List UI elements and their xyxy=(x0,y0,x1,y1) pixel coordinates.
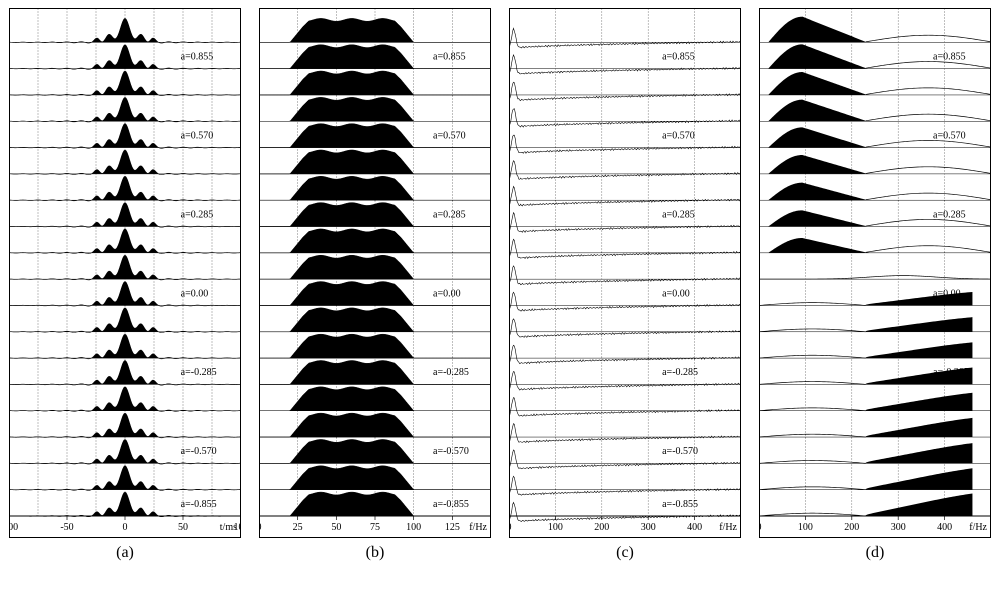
alpha-label: a=-0.285 xyxy=(933,367,969,378)
x-axis: 0 100 200 300 400 f/Hz xyxy=(759,516,991,533)
x-tick-label: 0 xyxy=(259,522,262,533)
x-axis-unit: f/Hz xyxy=(969,522,987,533)
x-tick-label: 400 xyxy=(937,522,952,533)
alpha-label: a=-0.855 xyxy=(433,499,469,510)
alpha-label: a=0.570 xyxy=(433,130,466,141)
x-tick-label: 0 xyxy=(123,522,128,533)
x-axis-unit: t/ms xyxy=(220,522,237,533)
alpha-label: a=0.285 xyxy=(433,209,466,220)
traces xyxy=(509,28,741,522)
traces xyxy=(9,18,241,516)
alpha-label: a=-0.855 xyxy=(662,499,698,510)
alpha-label: a=0.855 xyxy=(933,51,966,62)
panel-sublabel: (d) xyxy=(866,544,885,562)
x-tick-label: 300 xyxy=(891,522,906,533)
annotations: a=0.855 a=0.570 a=0.285 a=0.00 a=-0.285 a=-0.… xyxy=(181,51,217,509)
alpha-label: a=-0.855 xyxy=(933,499,969,510)
x-tick-label: 400 xyxy=(687,522,702,533)
alpha-label: a=-0.570 xyxy=(933,446,969,457)
x-tick-label: -50 xyxy=(60,522,73,533)
panel-a: a=0.855 a=0.570 a=0.285 a=0.00 a=-0.285 a=-0.… xyxy=(6,8,244,562)
alpha-label: a=0.855 xyxy=(433,51,466,62)
alpha-label: a=0.285 xyxy=(662,209,695,220)
panel-b: a=0.855 a=0.570 a=0.285 a=0.00 a=-0.285 a=-0.… xyxy=(256,8,494,562)
annotations: a=0.855 a=0.570 a=0.285 a=0.00 a=-0.285 a=-0.… xyxy=(433,51,469,509)
alpha-label: a=0.00 xyxy=(933,288,961,299)
panel-sublabel: (b) xyxy=(366,544,385,562)
x-tick-label: 100 xyxy=(406,522,421,533)
x-axis-unit: f/Hz xyxy=(469,522,487,533)
alpha-label: a=0.00 xyxy=(181,288,209,299)
x-axis-unit: f/Hz xyxy=(719,522,737,533)
x-tick-label: 100 xyxy=(548,522,563,533)
x-tick-label: 300 xyxy=(641,522,656,533)
panel-sublabel: (c) xyxy=(616,544,634,562)
alpha-label: a=0.285 xyxy=(181,209,214,220)
alpha-label: a=0.285 xyxy=(933,209,966,220)
alpha-label: a=-0.285 xyxy=(662,367,698,378)
x-axis: 0 100 200 300 400 f/Hz xyxy=(509,516,741,533)
annotations: a=0.855 a=0.570 a=0.285 a=0.00 a=-0.285 a=-0.… xyxy=(662,51,698,509)
x-tick-label: -100 xyxy=(9,522,18,533)
x-tick-label: 200 xyxy=(594,522,609,533)
x-tick-label: 75 xyxy=(370,522,380,533)
alpha-label: a=-0.570 xyxy=(181,446,217,457)
alpha-label: a=-0.855 xyxy=(181,499,217,510)
traces xyxy=(259,18,491,516)
x-tick-label: 100 xyxy=(798,522,813,533)
baselines xyxy=(510,42,741,516)
x-tick-label: 200 xyxy=(844,522,859,533)
alpha-label: a=0.00 xyxy=(433,288,461,299)
alpha-label: a=0.00 xyxy=(662,288,690,299)
x-tick-label: 0 xyxy=(759,522,762,533)
panel-d: a=0.855 a=0.570 a=0.285 a=0.00 a=-0.285 a=-0.… xyxy=(756,8,994,562)
x-axis: 0 25 50 75 100 125 f/Hz xyxy=(259,516,491,533)
panel-c: a=0.855 a=0.570 a=0.285 a=0.00 a=-0.285 a=-0.… xyxy=(506,8,744,562)
alpha-label: a=0.570 xyxy=(662,130,695,141)
x-axis: -100-50050100t/ms xyxy=(9,516,241,533)
x-tick-label: 125 xyxy=(445,522,460,533)
alpha-label: a=0.570 xyxy=(933,130,966,141)
annotations: a=0.855 a=0.570 a=0.285 a=0.00 a=-0.285 a=-0.… xyxy=(933,51,969,509)
alpha-label: a=-0.285 xyxy=(181,367,217,378)
alpha-label: a=0.855 xyxy=(181,51,214,62)
alpha-label: a=-0.570 xyxy=(662,446,698,457)
alpha-label: a=0.570 xyxy=(181,130,214,141)
x-tick-label: 25 xyxy=(293,522,303,533)
alpha-label: a=-0.570 xyxy=(433,446,469,457)
x-tick-label: 0 xyxy=(509,522,512,533)
traces xyxy=(759,17,991,516)
x-tick-label: 50 xyxy=(331,522,341,533)
alpha-label: a=0.855 xyxy=(662,51,695,62)
x-tick-label: 50 xyxy=(178,522,188,533)
alpha-label: a=-0.285 xyxy=(433,367,469,378)
panel-sublabel: (a) xyxy=(116,544,134,562)
